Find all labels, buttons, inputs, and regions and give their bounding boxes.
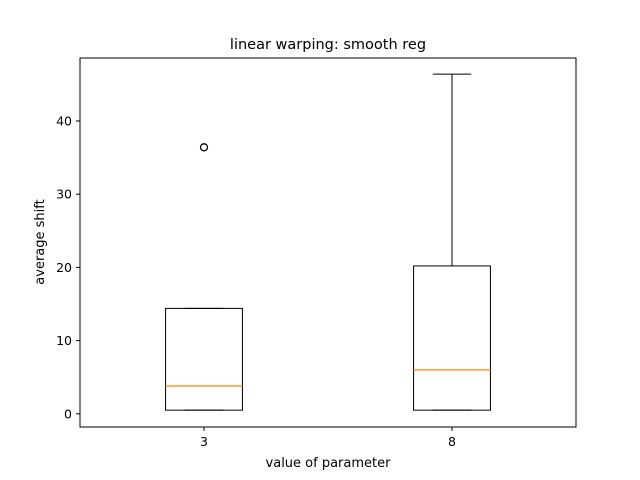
plot-area-frame [79,57,577,428]
box-group [413,73,491,411]
box-iqr [165,307,243,411]
boxes-layer [165,73,491,411]
outlier-point [199,143,209,152]
y-axis: 0 10 20 30 40 [56,113,80,421]
box-group [165,143,243,411]
chart-title: linear warping: smooth reg [230,37,426,53]
box-iqr [413,265,491,411]
y-tick-label: 20 [56,260,72,275]
x-axis-label: value of parameter [266,456,392,471]
y-tick-label: 40 [56,113,72,128]
y-axis-label: average shift [33,199,48,284]
y-tick-label: 10 [56,333,72,348]
x-tick-label: 3 [200,434,208,449]
x-tick-label: 8 [448,434,456,449]
y-tick-label: 0 [64,406,72,421]
y-tick-label: 30 [56,187,72,202]
